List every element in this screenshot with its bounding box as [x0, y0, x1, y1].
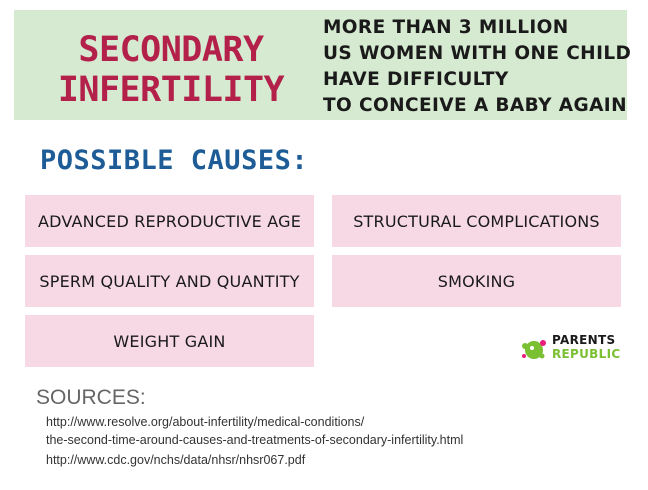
header-banner: [14, 10, 627, 120]
stat-line-4: TO CONCEIVE A BABY AGAIN: [323, 95, 627, 116]
splash-icon: [522, 340, 546, 359]
stat-line-1: MORE THAN 3 MILLION: [323, 17, 569, 38]
source-line-1: http://www.resolve.org/about-infertility…: [46, 415, 365, 429]
cause-weight-gain: WEIGHT GAIN: [25, 315, 314, 367]
page-title: SECONDARY INFERTILITY: [56, 30, 286, 110]
source-line-3: http://www.cdc.gov/nchs/data/nhsr/nhsr06…: [46, 453, 306, 467]
statistic-text: MORE THAN 3 MILLION US WOMEN WITH ONE CH…: [323, 15, 632, 119]
logo-text-parents: PARENTS: [552, 333, 616, 347]
title-line-1: SECONDARY: [78, 30, 264, 70]
title-line-2: INFERTILITY: [57, 70, 285, 110]
causes-heading: POSSIBLE CAUSES:: [40, 145, 309, 176]
source-line-2: the-second-time-around-causes-and-treatm…: [46, 433, 464, 447]
logo-text-republic: REPUBLIC: [552, 347, 621, 361]
cause-sperm: SPERM QUALITY AND QUANTITY: [25, 255, 314, 307]
sources-heading: SOURCES:: [36, 386, 146, 409]
cause-structural: STRUCTURAL COMPLICATIONS: [332, 195, 621, 247]
cause-advanced-age: ADVANCED REPRODUCTIVE AGE: [25, 195, 314, 247]
stat-line-2: US WOMEN WITH ONE CHILD: [323, 43, 632, 64]
cause-smoking: SMOKING: [332, 255, 621, 307]
parents-republic-logo: PARENTS REPUBLIC: [520, 333, 620, 365]
stat-line-3: HAVE DIFFICULTY: [323, 69, 509, 90]
